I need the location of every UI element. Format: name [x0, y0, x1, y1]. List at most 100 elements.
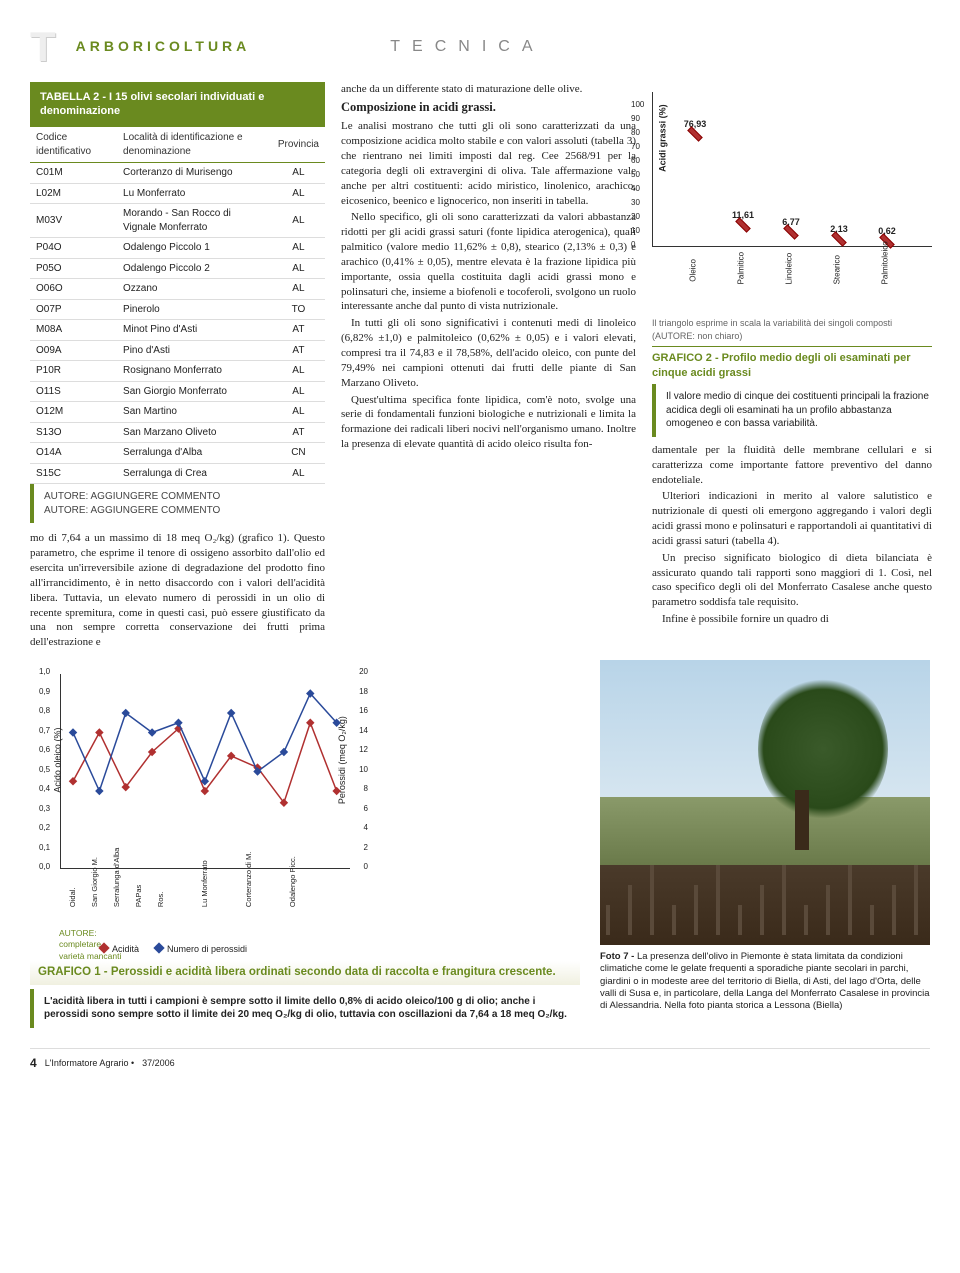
- table-row: O11SSan Giorgio MonferratoAL: [30, 381, 325, 402]
- vine-post: [650, 865, 654, 935]
- ytick: 60: [631, 156, 640, 167]
- foto7-text: La presenza dell'olivo in Piemonte è sta…: [600, 951, 930, 1011]
- note-line1: AUTORE: AGGIUNGERE COMMENTO: [44, 491, 220, 502]
- lc-xlabel: PAPas: [134, 893, 144, 907]
- col3-p3: Un preciso significato biologico di diet…: [652, 551, 932, 610]
- table-row: M08AMinot Pino d'AstiAT: [30, 320, 325, 341]
- bar-value-label: 76,93: [684, 118, 707, 128]
- bar-chart: Acidi grassi (%) 01020304050607080901007…: [652, 92, 932, 247]
- col2-p3: In tutti gli oli sono significativi i co…: [341, 316, 636, 390]
- tree-shape: [758, 674, 888, 824]
- ytick: 50: [631, 170, 640, 181]
- col3-p1: damentale per la fluidità delle membrane…: [652, 443, 932, 488]
- table-row: P10RRosignano MonferratoAL: [30, 361, 325, 382]
- table2: Codice identificativo Località di identi…: [30, 127, 325, 484]
- column-1: TABELLA 2 - I 15 olivi secolari individu…: [30, 82, 325, 652]
- bar-xlabel: Palmitoleico: [881, 256, 892, 284]
- lc-xlabels: Oidal.San Giorgio M.Serralunga d'AlbaPAP…: [60, 869, 580, 905]
- vine-post: [914, 865, 918, 935]
- header-t-glyph: T: [30, 30, 56, 64]
- note-line2: AUTORE: AGGIUNGERE COMMENTO: [44, 505, 220, 516]
- table-row: O07PPineroloTO: [30, 299, 325, 320]
- page-number: 4: [30, 1055, 37, 1071]
- lc-ytick-left: 0,2: [39, 823, 50, 834]
- lc-ytick-right: 6: [364, 804, 368, 815]
- lc-ytick-right: 20: [359, 667, 368, 678]
- bar-column: 11,61: [729, 222, 757, 241]
- bar-chart-box: Acidi grassi (%) 01020304050607080901007…: [652, 92, 932, 276]
- th-province: Provincia: [272, 127, 325, 163]
- ytick: 20: [631, 212, 640, 223]
- col1-p1: mo di 7,64 a un massimo di 18 meq O₂/kg)…: [30, 531, 325, 650]
- col2-p2: Nello specifico, gli oli sono caratteriz…: [341, 210, 636, 314]
- table-row: O06OOzzanoAL: [30, 279, 325, 300]
- header-center: TECNICA: [390, 36, 544, 58]
- author-note: AUTORE: completare varietà mancanti: [59, 928, 121, 962]
- lc-xlabel: San Giorgio M.: [90, 893, 100, 907]
- ytick: 0: [631, 240, 635, 251]
- vine-post: [804, 905, 808, 935]
- ytick: 70: [631, 142, 640, 153]
- grafico1-box: L'acidità libera in tutti i campioni è s…: [30, 989, 580, 1028]
- triangle-note: Il triangolo esprime in scala la variabi…: [652, 317, 932, 341]
- footer-pub: L'Informatore Agrario •: [45, 1057, 134, 1069]
- th-locality: Località di identificazione e denominazi…: [117, 127, 272, 163]
- trunk-shape: [795, 790, 809, 850]
- lc-ytick-left: 0,5: [39, 765, 50, 776]
- table2-title: TABELLA 2 - I 15 olivi secolari individu…: [30, 82, 325, 128]
- col2-p4: Quest'ultima specifica fonte lipidica, c…: [341, 393, 636, 452]
- lc-ytick-right: 8: [364, 784, 368, 795]
- lc-ytick-right: 18: [359, 687, 368, 698]
- lc-xlabel: Corteranzo di M.: [244, 893, 254, 907]
- lc-xlabel: Serralunga d'Alba: [112, 893, 122, 907]
- column-2: anche da un differente stato di maturazi…: [341, 82, 636, 652]
- lc-xlabel: [266, 893, 276, 907]
- bar-xlabels: OleicoPalmiticoLinoleicoStearicoPalmitol…: [652, 247, 932, 276]
- table-row: S13OSan Marzano OlivetoAT: [30, 422, 325, 443]
- bottom-right: Foto 7 - La presenza dell'olivo in Piemo…: [600, 660, 930, 1013]
- lc-ytick-left: 1,0: [39, 667, 50, 678]
- table-row: O09APino d'AstiAT: [30, 340, 325, 361]
- lc-ytick-left: 0,9: [39, 687, 50, 698]
- lc-ytick-right: 10: [359, 765, 368, 776]
- line-chart-svg: [61, 674, 351, 869]
- vine-post: [892, 885, 896, 935]
- vine-post: [782, 865, 786, 935]
- vine-post: [672, 905, 676, 935]
- ytick: 40: [631, 184, 640, 195]
- column-3: Acidi grassi (%) 01020304050607080901007…: [652, 82, 932, 652]
- ytick: 30: [631, 198, 640, 209]
- table-row: P05OOdalengo Piccolo 2AL: [30, 258, 325, 279]
- lc-ytick-right: 12: [359, 745, 368, 756]
- bar-value-label: 11,61: [732, 209, 754, 219]
- col2-p0: anche da un differente stato di maturazi…: [341, 82, 636, 97]
- vine-post: [694, 885, 698, 935]
- lc-xlabel: Odalengo Picc.: [288, 893, 298, 907]
- bar-value-label: 2,13: [830, 223, 848, 233]
- grafico2-box: Il valore medio di cinque dei costituent…: [652, 384, 932, 437]
- bar-column: 2,13: [825, 236, 853, 242]
- lc-ytick-right: 16: [359, 706, 368, 717]
- page-header: T ARBORICOLTURA TECNICA: [30, 30, 930, 64]
- vine-post: [628, 885, 632, 935]
- table-row: C01MCorteranzo di MurisengoAL: [30, 163, 325, 184]
- ytick: 80: [631, 128, 640, 139]
- page-footer: 4 L'Informatore Agrario • 37/2006: [30, 1048, 930, 1071]
- vineyard: [600, 845, 930, 935]
- bottom-left: Acido oleico (%) Perossidi (meq O₂/kg) A…: [30, 660, 580, 1028]
- lc-ytick-right: 2: [364, 843, 368, 854]
- legend-swatch-perossidi: [153, 942, 164, 953]
- header-section: ARBORICOLTURA: [76, 37, 251, 56]
- bar-value-label: 6,77: [782, 216, 800, 226]
- line-chart: Acido oleico (%) Perossidi (meq O₂/kg) A…: [60, 674, 350, 869]
- foto7-photo: [600, 660, 930, 945]
- lc-ytick-right: 0: [364, 862, 368, 873]
- table-row: P04OOdalengo Piccolo 1AL: [30, 238, 325, 259]
- lc-xlabel: Lu Monferrato: [200, 893, 210, 907]
- line-chart-legend: Acidità Numero di perossidi: [100, 943, 580, 955]
- bar-xlabel: Stearico: [833, 256, 844, 284]
- col2-p1: Le analisi mostrano che tutti gli oli so…: [341, 119, 636, 208]
- lc-ytick-left: 0,4: [39, 784, 50, 795]
- foto7-caption: Foto 7 - La presenza dell'olivo in Piemo…: [600, 951, 930, 1013]
- lc-ytick-left: 0,3: [39, 804, 50, 815]
